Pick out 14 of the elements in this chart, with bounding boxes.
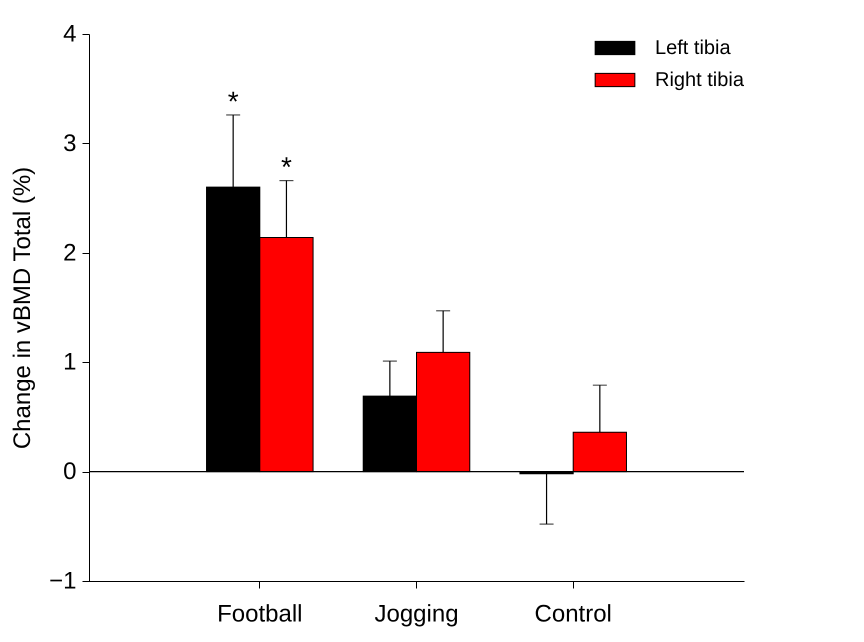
x-tick-label: Football [217, 600, 302, 628]
legend-label: Left tibia [655, 37, 732, 59]
y-tick-label: 4 [63, 20, 76, 48]
x-tick-label: Control [534, 600, 612, 628]
y-tick-label: 0 [63, 458, 76, 486]
y-tick-label: 2 [63, 239, 76, 266]
legend-label: Right tibia [655, 69, 745, 91]
y-axis-title: Change in vBMD Total (%) [9, 166, 36, 450]
x-tick-label: Jogging [374, 600, 459, 628]
annotation: * [280, 152, 292, 183]
y-tick-label: 1 [63, 348, 76, 376]
y-tick-label: 3 [63, 130, 76, 157]
annotation: * [228, 86, 239, 117]
y-tick-label: −1 [49, 568, 76, 594]
